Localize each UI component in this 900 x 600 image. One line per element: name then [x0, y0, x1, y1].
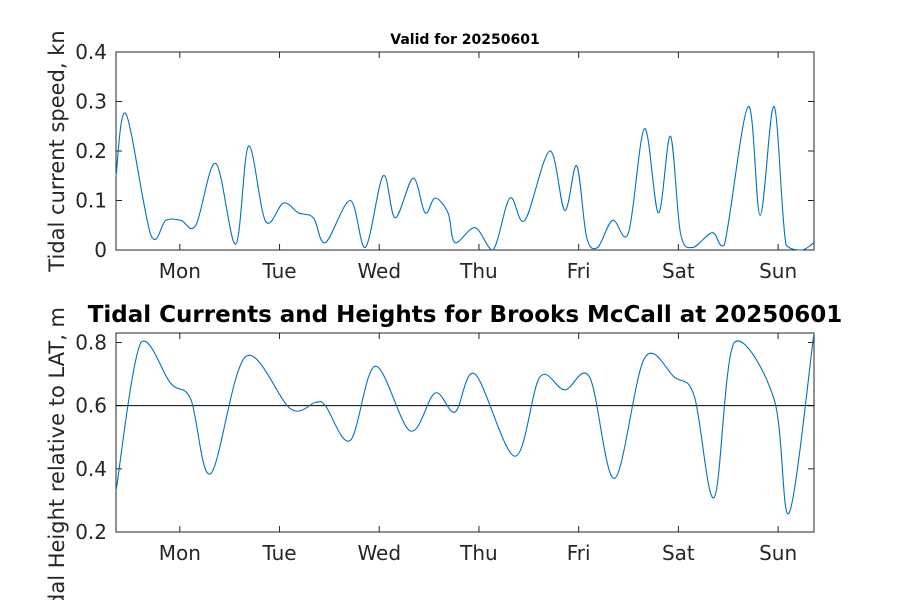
y-tick-label: 0.6 [75, 394, 107, 418]
current-plot-frame [115, 51, 815, 251]
x-tick-label-mon: Mon [159, 541, 201, 565]
height-x-axis: Mon Tue Wed Thu Fri Sat Sun [159, 333, 797, 565]
x-tick-label-sun: Sun [759, 541, 797, 565]
x-tick-label-thu: Thu [459, 541, 498, 565]
x-tick-label-wed: Wed [357, 541, 401, 565]
x-tick-label-mon: Mon [159, 259, 201, 283]
x-tick-label-fri: Fri [567, 541, 591, 565]
tidal-height-series-line [115, 332, 815, 515]
x-tick-label-fri: Fri [567, 259, 591, 283]
y-tick-label: 0 [94, 238, 107, 262]
height-y-axis-label: Tidal Height relative to LAT, m [45, 307, 69, 600]
x-tick-label-sat: Sat [662, 259, 695, 283]
x-tick-label-wed: Wed [357, 259, 401, 283]
x-tick-label-tue: Tue [261, 259, 296, 283]
current-x-axis: Mon Tue Wed Thu Fri Sat Sun [159, 52, 797, 283]
y-tick-label: 0.2 [75, 520, 107, 544]
x-tick-label-sun: Sun [759, 259, 797, 283]
height-panel-title: Tidal Currents and Heights for Brooks Mc… [88, 302, 843, 328]
height-y-axis: 0.2 0.4 0.6 0.8 [75, 330, 814, 544]
y-tick-label: 0.8 [75, 330, 107, 354]
x-tick-label-tue: Tue [261, 541, 296, 565]
y-tick-label: 0.3 [75, 90, 107, 114]
current-speed-series-line [115, 105, 815, 251]
current-y-axis-label: Tidal current speed, kn [45, 30, 69, 272]
y-tick-label: 0.1 [75, 189, 107, 213]
y-tick-label: 0.2 [75, 139, 107, 163]
x-tick-label-sat: Sat [662, 541, 695, 565]
tidal-height-panel: Tidal Currents and Heights for Brooks Mc… [45, 302, 842, 600]
y-tick-label: 0.4 [75, 457, 107, 481]
current-speed-panel: Valid for 20250601 0 0.1 0.2 0.3 0.4 Mon Tue W… [45, 30, 815, 283]
y-tick-label: 0.4 [75, 40, 107, 64]
current-panel-title: Valid for 20250601 [390, 32, 539, 48]
x-tick-label-thu: Thu [459, 259, 498, 283]
height-plot-frame [115, 332, 815, 533]
current-y-axis: 0 0.1 0.2 0.3 0.4 [75, 40, 814, 262]
